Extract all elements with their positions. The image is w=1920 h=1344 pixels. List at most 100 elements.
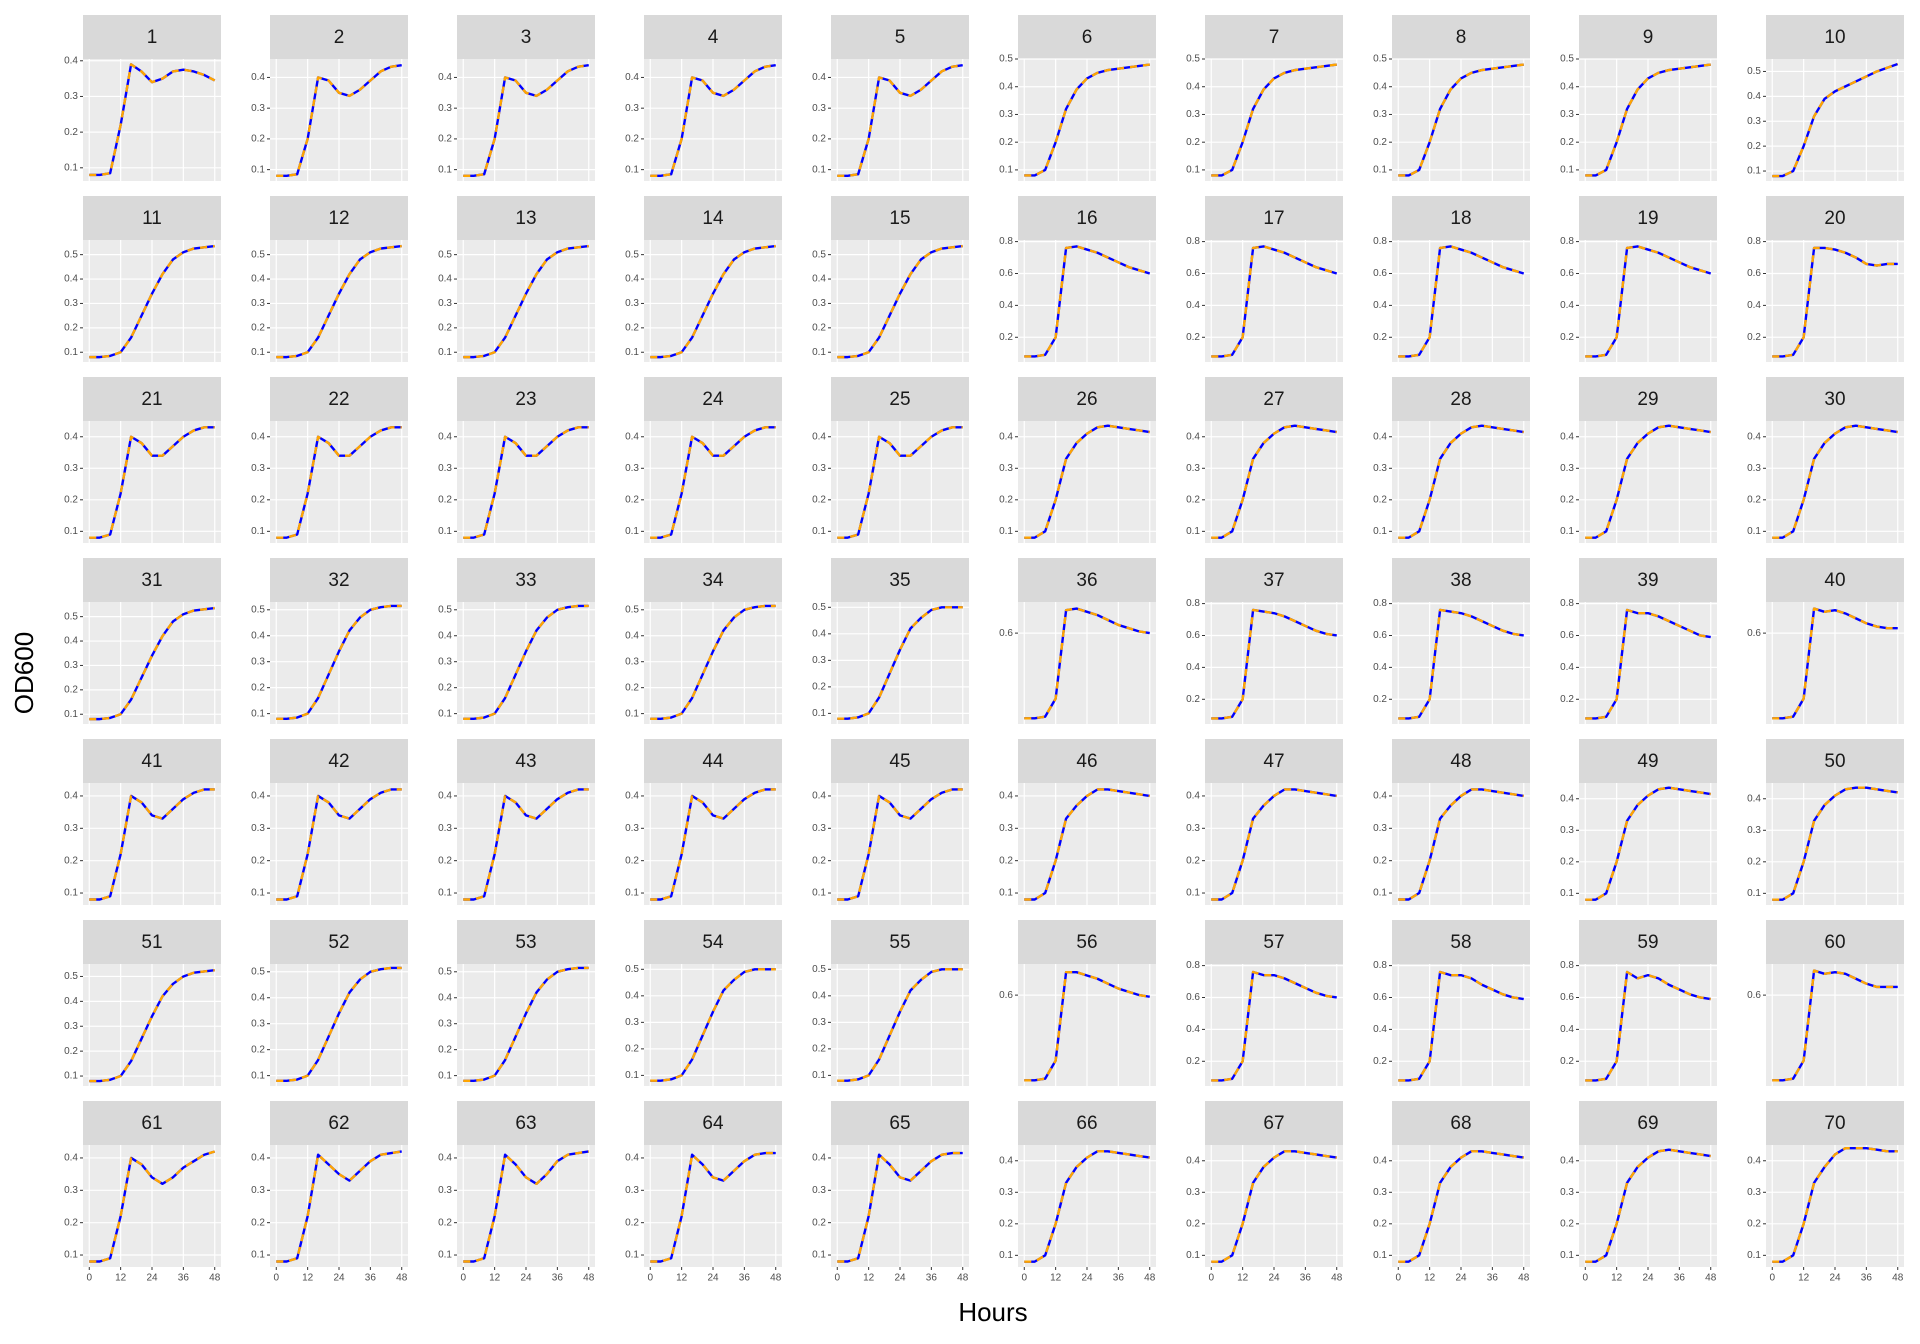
y-tick-label: 0.1 <box>1560 526 1574 537</box>
panel-title: 37 <box>1263 570 1284 591</box>
panel: 69 0.1 0.2 0.3 0.4 0 12 24 36 48 <box>1560 1101 1717 1284</box>
y-tick-label: 0.1 <box>1373 1250 1387 1261</box>
series-line <box>650 968 776 1082</box>
y-tick-label: 0.2 <box>625 855 639 866</box>
x-tick-label: 24 <box>333 1273 345 1284</box>
y-tick-label: 0.4 <box>1186 81 1200 92</box>
strip <box>1766 15 1904 59</box>
strip <box>644 739 782 783</box>
y-tick-label: 0.2 <box>251 682 265 693</box>
panel: 38 0.2 0.4 0.6 0.8 <box>1373 558 1530 724</box>
y-tick-label: 0.2 <box>1560 137 1574 148</box>
strip <box>1205 1101 1343 1145</box>
strip <box>1766 920 1904 964</box>
series-line <box>1398 970 1524 1082</box>
y-tick-label: 0.2 <box>812 322 826 333</box>
series-line <box>650 426 776 539</box>
panel: 12 0.1 0.2 0.3 0.4 0.5 <box>251 196 408 362</box>
series-line <box>1024 245 1151 358</box>
x-tick-label: 24 <box>1829 1273 1841 1284</box>
y-tick-label: 0.1 <box>251 888 265 899</box>
y-tick-label: 0.1 <box>1560 888 1574 899</box>
panel-title: 31 <box>141 570 162 591</box>
series-line <box>1772 786 1898 901</box>
panel-title: 41 <box>141 751 162 772</box>
y-tick-label: 0.4 <box>999 431 1013 442</box>
x-tick-label: 36 <box>739 1273 751 1284</box>
strip <box>83 739 221 783</box>
y-tick-label: 0.2 <box>1186 1056 1200 1067</box>
y-tick-label: 0.4 <box>999 791 1013 802</box>
y-tick-label: 0.2 <box>1560 1218 1574 1229</box>
y-tick-label: 0.2 <box>1747 141 1761 152</box>
y-tick-label: 0.2 <box>438 1044 452 1055</box>
panel: 70 0.1 0.2 0.3 0.4 0 12 24 36 48 <box>1747 1101 1904 1284</box>
strip <box>1018 1101 1156 1145</box>
panel-title: 9 <box>1643 27 1654 48</box>
x-tick-label: 12 <box>676 1273 688 1284</box>
y-tick-label: 0.3 <box>438 463 452 474</box>
panel: 65 0.1 0.2 0.3 0.4 0 12 24 36 48 <box>812 1101 969 1284</box>
panel-title: 6 <box>1082 27 1093 48</box>
strip <box>83 920 221 964</box>
panel-title: 36 <box>1076 570 1097 591</box>
panel: 58 0.2 0.4 0.6 0.8 <box>1373 920 1530 1086</box>
x-tick-label: 48 <box>1705 1273 1717 1284</box>
series-line <box>1024 424 1150 539</box>
panel: 25 0.1 0.2 0.3 0.4 <box>812 377 969 543</box>
y-tick-label: 0.3 <box>64 463 78 474</box>
series-line <box>1585 786 1711 901</box>
strip <box>1392 15 1530 59</box>
y-tick-label: 0.2 <box>251 1217 265 1228</box>
series-line <box>89 1150 216 1263</box>
panel-title: 32 <box>328 570 349 591</box>
panel: 50 0.1 0.2 0.3 0.4 <box>1747 739 1904 905</box>
x-tick-label: 12 <box>1237 1273 1249 1284</box>
strip <box>1018 920 1156 964</box>
y-tick-label: 0.3 <box>64 1021 78 1032</box>
y-tick-label: 0.3 <box>1747 1187 1761 1198</box>
y-tick-label: 0.4 <box>1747 793 1761 804</box>
x-tick-label: 36 <box>1113 1273 1125 1284</box>
x-tick-label: 48 <box>1892 1273 1904 1284</box>
y-tick-label: 0.2 <box>1373 855 1387 866</box>
y-tick-label: 0.4 <box>251 274 265 285</box>
panel-title: 51 <box>141 932 162 953</box>
y-tick-label: 0.2 <box>64 1046 78 1057</box>
y-tick-label: 0.4 <box>625 72 639 83</box>
y-tick-label: 0.6 <box>1560 630 1574 641</box>
y-tick-label: 0.3 <box>251 1185 265 1196</box>
y-tick-label: 0.4 <box>251 791 265 802</box>
panel: 17 0.2 0.4 0.6 0.8 <box>1186 196 1343 362</box>
panel: 400.6 <box>1747 558 1904 724</box>
y-tick-label: 0.1 <box>1747 1250 1761 1261</box>
y-tick-label: 0.4 <box>1560 793 1574 804</box>
strip <box>1766 1101 1904 1145</box>
y-tick-label: 0.1 <box>812 1070 826 1081</box>
x-tick-label: 0 <box>1208 1273 1214 1284</box>
series-line <box>1398 245 1525 358</box>
y-tick-label: 0.2 <box>625 682 639 693</box>
x-tick-label: 12 <box>302 1273 314 1284</box>
y-tick-label: 0.3 <box>1373 109 1387 120</box>
series-line <box>837 244 963 359</box>
strip <box>457 196 595 240</box>
panel: 600.6 <box>1747 920 1904 1086</box>
panel: 67 0.1 0.2 0.3 0.4 0 12 24 36 48 <box>1186 1101 1343 1284</box>
panel-title: 17 <box>1263 208 1284 229</box>
y-tick-label: 0.2 <box>1560 694 1574 705</box>
strip <box>1018 15 1156 59</box>
series-line <box>276 63 402 177</box>
y-tick-label: 0.4 <box>438 791 452 802</box>
y-tick-label: 0.2 <box>251 494 265 505</box>
panel-title: 50 <box>1824 751 1845 772</box>
y-tick-label: 0.4 <box>812 72 826 83</box>
y-tick-label: 0.1 <box>64 709 78 720</box>
y-tick-label: 0.4 <box>438 72 452 83</box>
y-tick-label: 0.4 <box>1560 1155 1574 1166</box>
strip <box>1018 739 1156 783</box>
y-tick-label: 0.6 <box>1186 992 1200 1003</box>
strip <box>1392 1101 1530 1145</box>
y-tick-label: 0.3 <box>812 655 826 666</box>
series-line <box>1772 424 1898 539</box>
